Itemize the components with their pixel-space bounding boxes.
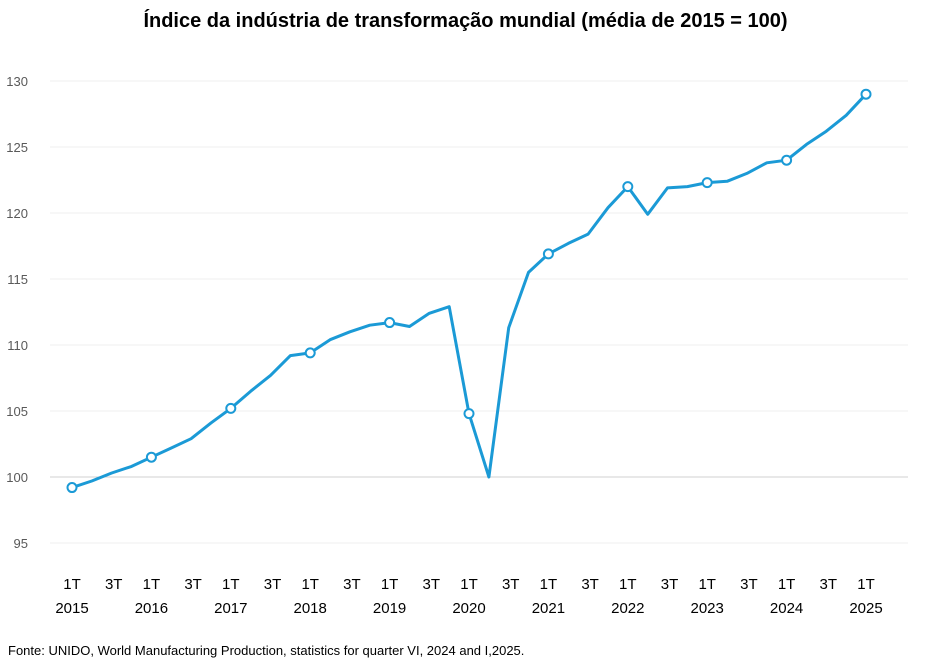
x-tick-label: 3T — [105, 576, 123, 593]
y-tick-label: 95 — [14, 536, 28, 551]
x-tick-label: 1T — [698, 576, 716, 593]
x-tick-year-label: 2024 — [770, 600, 803, 617]
data-point-marker — [463, 408, 475, 420]
x-tick-label: 1T — [222, 576, 240, 593]
x-tick-year-label: 2015 — [55, 600, 88, 617]
x-tick-label: 1T — [143, 576, 161, 593]
data-point-marker — [542, 248, 554, 260]
x-tick-label: 3T — [343, 576, 361, 593]
x-tick-label: 1T — [301, 576, 319, 593]
x-tick-label: 3T — [423, 576, 441, 593]
x-tick-label: 1T — [460, 576, 478, 593]
x-tick-label: 3T — [820, 576, 838, 593]
source-note: Fonte: UNIDO, World Manufacturing Produc… — [8, 643, 525, 658]
point-markers — [66, 88, 872, 494]
x-tick-year-label: 2025 — [849, 600, 882, 617]
data-point-marker — [622, 181, 634, 193]
x-tick-label: 3T — [581, 576, 599, 593]
y-tick-label: 120 — [6, 206, 28, 221]
x-tick-year-label: 2023 — [691, 600, 724, 617]
series-line-group — [70, 92, 868, 490]
y-tick-label: 125 — [6, 140, 28, 155]
data-point-marker — [781, 154, 793, 166]
x-tick-label: 3T — [502, 576, 520, 593]
data-point-marker — [384, 317, 396, 329]
data-point-marker — [145, 451, 157, 463]
x-tick-label: 3T — [264, 576, 282, 593]
data-point-marker — [225, 402, 237, 414]
x-tick-label: 1T — [540, 576, 558, 593]
x-tick-year-label: 2016 — [135, 600, 168, 617]
x-tick-year-label: 2019 — [373, 600, 406, 617]
x-tick-year-label: 2020 — [452, 600, 485, 617]
x-tick-label: 1T — [63, 576, 81, 593]
data-point-marker — [860, 88, 872, 100]
data-point-marker — [701, 177, 713, 189]
line-chart: 95 100 105 110 115 120 125 130 1T 2015 3T 1T 2016 3T… — [6, 74, 908, 617]
chart-title: Índice da indústria de transformação mun… — [143, 10, 788, 32]
x-tick-label: 1T — [778, 576, 796, 593]
y-tick-label: 110 — [7, 338, 28, 353]
y-axis-ticks: 95 100 105 110 115 120 125 130 — [6, 74, 28, 551]
x-tick-label: 1T — [857, 576, 875, 593]
x-tick-label: 1T — [381, 576, 399, 593]
x-tick-year-label: 2022 — [611, 600, 644, 617]
x-tick-label: 3T — [740, 576, 758, 593]
x-axis-ticks: 1T 2015 3T 1T 2016 3T 1T 2017 3T 1T 2018 3T 1T 2019 3T… — [55, 576, 882, 617]
y-tick-label: 105 — [6, 404, 28, 419]
data-point-marker — [304, 347, 316, 359]
gridlines — [50, 80, 908, 544]
y-tick-label: 130 — [6, 74, 28, 89]
data-point-marker — [66, 482, 78, 494]
x-tick-year-label: 2021 — [532, 600, 565, 617]
x-tick-year-label: 2018 — [294, 600, 327, 617]
x-tick-label: 3T — [661, 576, 679, 593]
y-tick-label: 115 — [7, 272, 28, 287]
x-tick-label: 3T — [184, 576, 202, 593]
x-tick-label: 1T — [619, 576, 637, 593]
x-tick-year-label: 2017 — [214, 600, 247, 617]
series-line — [70, 92, 868, 490]
y-tick-label: 100 — [6, 470, 28, 485]
